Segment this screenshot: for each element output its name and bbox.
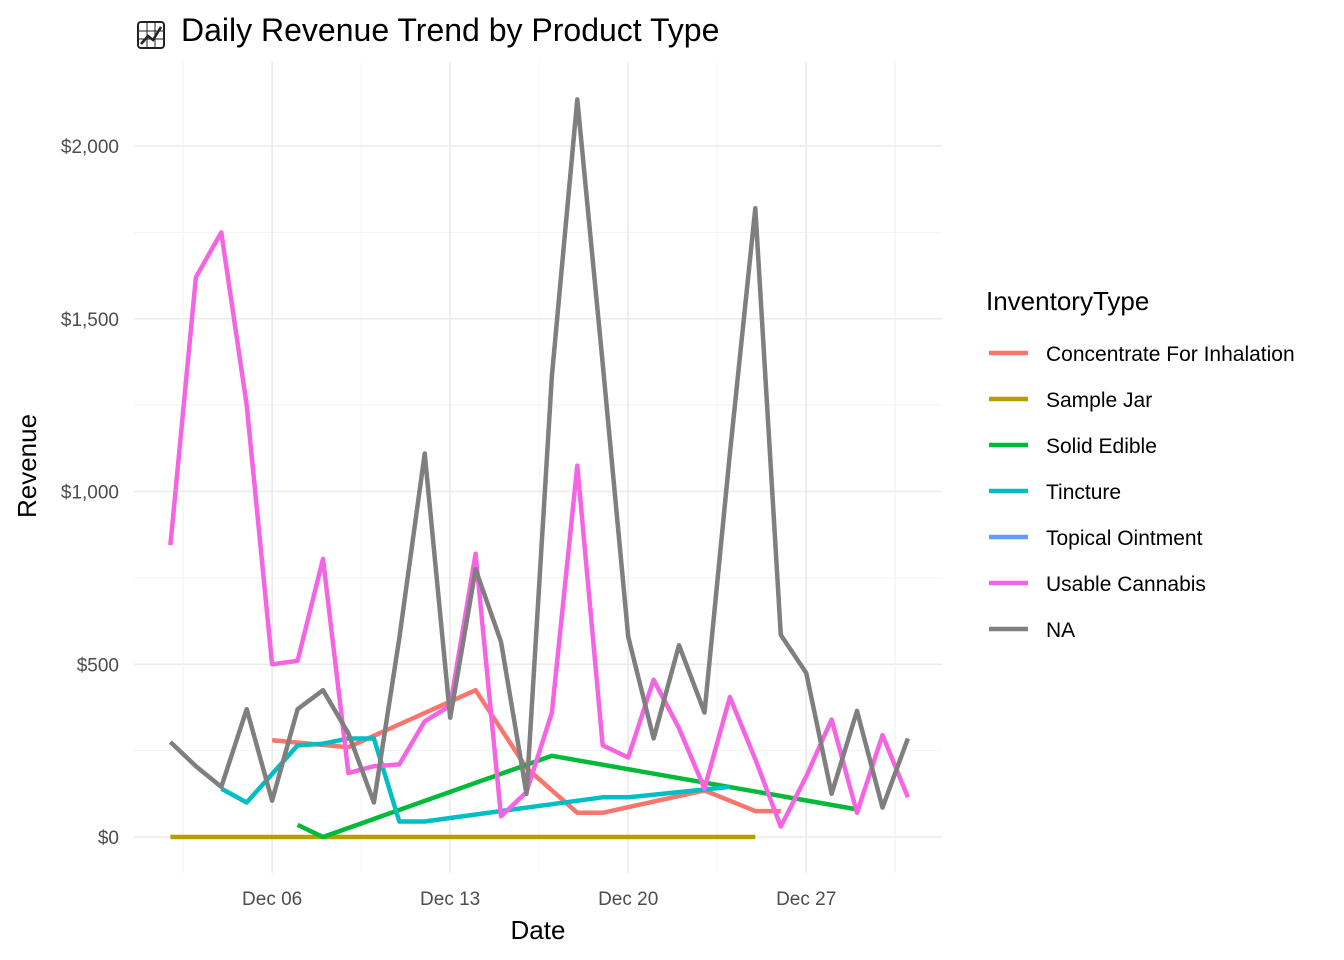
x-axis-title: Date: [511, 915, 566, 945]
x-tick-label: Dec 06: [242, 889, 302, 910]
series-line-tincture: [220, 736, 731, 824]
legend-label-sample-jar: Sample Jar: [1046, 389, 1152, 412]
x-tick-label: Dec 27: [776, 889, 836, 910]
x-tick-label: Dec 20: [598, 889, 658, 910]
legend-label-topical-ointment: Topical Ointment: [1046, 527, 1203, 550]
legend-label-solid-edible: Solid Edible: [1046, 435, 1157, 458]
series-line-usable-cannabis: [168, 230, 910, 829]
chart-increasing-icon: [137, 21, 165, 49]
plot-axes: $0 $500 $1,000 $1,500 $2,000 Dec 06 Dec 13 Dec …: [61, 137, 836, 910]
y-tick-label: $500: [77, 655, 119, 676]
y-axis-title: Revenue: [12, 414, 42, 518]
legend: InventoryType Concentrate For Inhalation…: [986, 286, 1295, 642]
plot-grid: [134, 62, 942, 873]
plot-series: [168, 97, 911, 840]
legend-title: InventoryType: [986, 286, 1149, 316]
y-tick-label: $1,000: [61, 483, 119, 504]
chart-title: Daily Revenue Trend by Product Type: [181, 12, 719, 48]
series-line-concentrate-for-inhalation: [271, 687, 781, 816]
y-tick-label: $0: [98, 828, 119, 849]
legend-label-concentrate-for-inhalation: Concentrate For Inhalation: [1046, 343, 1295, 366]
legend-label-tincture: Tincture: [1046, 481, 1121, 504]
y-tick-label: $1,500: [61, 310, 119, 331]
x-tick-label: Dec 13: [420, 889, 480, 910]
legend-label-na: NA: [1046, 619, 1075, 642]
legend-label-usable-cannabis: Usable Cannabis: [1046, 573, 1206, 596]
series-line-na: [168, 97, 911, 810]
chart-title-group: Daily Revenue Trend by Product Type: [137, 12, 719, 49]
y-tick-label: $2,000: [61, 137, 119, 158]
